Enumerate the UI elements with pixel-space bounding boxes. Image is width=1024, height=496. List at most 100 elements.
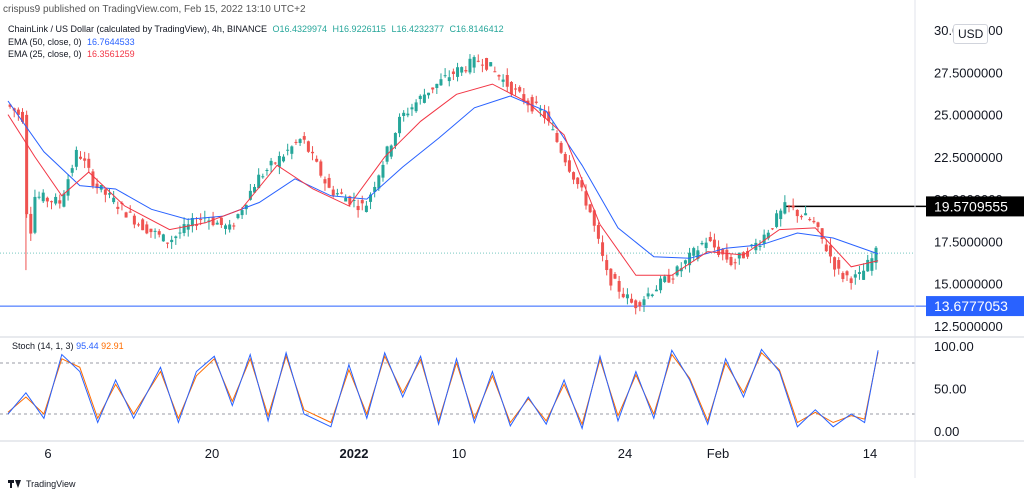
currency-badge[interactable]: USD — [953, 24, 989, 44]
candle-body — [174, 236, 178, 239]
candle-body — [704, 242, 708, 249]
candle-body — [530, 97, 534, 112]
stoch-k-line — [7, 348, 879, 431]
ema25-label: EMA (25, close, 0) — [8, 49, 82, 59]
candle-body — [190, 217, 194, 227]
candle-body — [377, 175, 381, 189]
candle-body — [360, 200, 364, 204]
candle-body — [567, 160, 571, 172]
candle-body — [576, 177, 580, 185]
candle-body — [509, 82, 513, 95]
candle-body — [344, 197, 348, 202]
candle-body — [447, 77, 451, 82]
candle-body — [327, 177, 331, 188]
candle-body — [816, 222, 820, 227]
candle-body — [692, 248, 696, 256]
candle-body — [25, 114, 29, 215]
candle-body — [323, 179, 327, 184]
footer-brand[interactable]: TradingView — [8, 479, 76, 489]
candle-body — [485, 57, 489, 70]
candle-body — [712, 239, 716, 248]
candle-body — [721, 248, 725, 255]
candle-body — [132, 215, 136, 225]
candle-body — [95, 183, 99, 189]
y-tick-label: 15.0000000 — [934, 277, 1003, 292]
x-tick-label: 10 — [452, 446, 466, 461]
candle-body — [779, 210, 783, 220]
candle-body — [717, 246, 721, 255]
candle-body — [654, 289, 658, 292]
ema25-legend[interactable]: EMA (25, close, 0) 16.3561259 — [8, 49, 138, 59]
candle-body — [783, 202, 787, 214]
symbol-legend: ChainLink / US Dollar (calculated by Tra… — [8, 24, 507, 34]
candle-body — [298, 139, 302, 143]
stoch-pane — [0, 348, 915, 431]
candle-body — [555, 133, 559, 142]
candle-body — [166, 242, 170, 244]
candle-body — [791, 205, 795, 208]
candle-body — [538, 109, 542, 111]
stoch-legend[interactable]: Stoch (14, 1, 3) 95.44 92.91 — [12, 341, 124, 351]
candle-body — [464, 70, 468, 72]
candle-body — [33, 196, 37, 233]
candle-body — [700, 242, 704, 245]
publisher-header: crispus9 published on TradingView.com, F… — [3, 4, 306, 15]
candle-body — [141, 219, 145, 231]
candle-body — [683, 260, 687, 264]
candle-body — [857, 272, 861, 274]
candle-body — [646, 293, 650, 297]
x-tick-label: 6 — [44, 446, 51, 461]
level-price-tag — [926, 296, 1024, 317]
candle-body — [219, 217, 223, 225]
candle-body — [414, 102, 418, 112]
candle-body — [261, 176, 265, 178]
candle-body — [862, 270, 866, 280]
candle-body — [74, 149, 78, 167]
candle-body — [410, 107, 414, 110]
candle-body — [83, 158, 87, 161]
low-value: L16.4232377 — [391, 24, 445, 34]
candle-body — [45, 197, 49, 202]
candle-body — [393, 133, 397, 146]
candle-body — [161, 234, 165, 242]
price-chart[interactable]: 30.000000027.500000025.000000022.5000000… — [0, 0, 1024, 478]
candle-body — [605, 260, 609, 271]
candle-body — [422, 94, 426, 103]
candle-body — [66, 179, 70, 196]
candle-body — [170, 239, 174, 243]
candle-body — [787, 205, 791, 207]
candle-body — [331, 189, 335, 196]
candle-body — [497, 75, 501, 77]
high-value: H16.9226115 — [332, 24, 386, 34]
candle-body — [460, 67, 464, 73]
candle-body — [369, 194, 373, 202]
ema50-legend[interactable]: EMA (50, close, 0) 16.7644533 — [8, 37, 138, 47]
stoch-k-value: 95.44 — [76, 341, 99, 351]
y-tick-label: 22.5000000 — [934, 150, 1003, 165]
candle-body — [766, 232, 770, 239]
candle-body — [833, 257, 837, 270]
stoch-d-line — [7, 351, 879, 426]
stoch-tick-label: 50.00 — [934, 382, 967, 397]
candle-body — [493, 71, 497, 73]
candle-body — [804, 213, 808, 216]
candle-body — [456, 67, 460, 77]
candle-body — [253, 186, 257, 193]
candle-body — [551, 129, 555, 131]
candle-body — [559, 142, 563, 153]
candle-body — [352, 199, 356, 201]
x-tick-label: Feb — [707, 446, 729, 461]
candle-body — [153, 230, 157, 232]
symbol-title[interactable]: ChainLink / US Dollar (calculated by Tra… — [8, 24, 267, 34]
candle-body — [137, 224, 141, 226]
candle-body — [563, 153, 567, 163]
candle-body — [87, 158, 91, 168]
candle-body — [41, 192, 45, 202]
candle-body — [290, 146, 294, 154]
open-value: O16.4329974 — [272, 24, 328, 34]
candle-body — [103, 189, 107, 195]
candle-body — [663, 276, 667, 282]
y-tick-label: 12.5000000 — [934, 319, 1003, 334]
tradingview-logo-icon — [8, 480, 22, 488]
candle-body — [224, 225, 228, 229]
